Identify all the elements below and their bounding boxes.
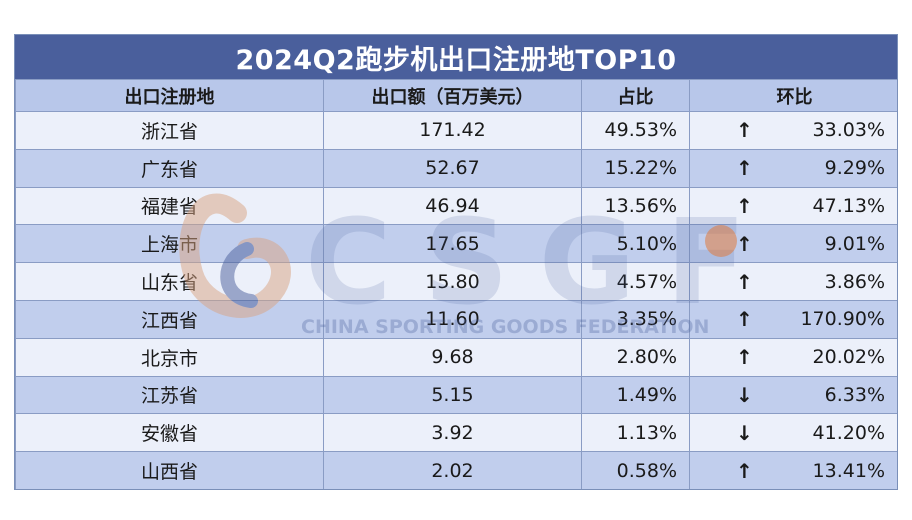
cell-export-value: 46.94 [323, 186, 582, 226]
table-row: 江苏省 5.15 1.49% ↓ 6.33% [15, 375, 897, 415]
cell-share: 5.10% [581, 224, 690, 264]
cell-region: 上海市 [15, 224, 324, 264]
cell-change: ↑ 170.90% [689, 299, 897, 339]
cell-region: 北京市 [15, 337, 324, 377]
change-value: 13.41% [812, 459, 885, 482]
cell-region: 山西省 [15, 451, 324, 489]
cell-region: 山东省 [15, 262, 324, 301]
cell-share: 1.49% [581, 375, 690, 415]
table-row: 福建省 46.94 13.56% ↑ 47.13% [15, 186, 897, 226]
cell-share: 49.53% [581, 111, 690, 150]
change-value: 20.02% [812, 346, 885, 369]
cell-change: ↑ 3.86% [689, 262, 897, 301]
cell-export-value: 11.60 [323, 299, 582, 339]
cell-share: 2.80% [581, 337, 690, 377]
table-row: 浙江省 171.42 49.53% ↑ 33.03% [15, 111, 897, 150]
arrow-up-icon: ↑ [736, 345, 753, 370]
cell-region: 福建省 [15, 186, 324, 226]
cell-region: 江苏省 [15, 375, 324, 415]
cell-export-value: 5.15 [323, 375, 582, 415]
header-region: 出口注册地 [15, 79, 324, 112]
arrow-up-icon: ↑ [736, 156, 753, 181]
change-value: 6.33% [824, 383, 885, 406]
cell-share: 1.13% [581, 413, 690, 453]
cell-change: ↑ 9.29% [689, 148, 897, 188]
arrow-up-icon: ↑ [736, 193, 753, 218]
table-row: 上海市 17.65 5.10% ↑ 9.01% [15, 224, 897, 264]
table-body: 浙江省 171.42 49.53% ↑ 33.03% 广东省 52.67 15.22% ↑ 9.2… [15, 111, 897, 489]
arrow-up-icon: ↑ [736, 307, 753, 332]
table-row: 广东省 52.67 15.22% ↑ 9.29% [15, 148, 897, 188]
cell-change: ↑ 13.41% [689, 451, 897, 489]
cell-export-value: 9.68 [323, 337, 582, 377]
cell-share: 13.56% [581, 186, 690, 226]
cell-region: 广东省 [15, 148, 324, 188]
header-change: 环比 [689, 79, 897, 112]
arrow-up-icon: ↑ [736, 269, 753, 294]
cell-export-value: 52.67 [323, 148, 582, 188]
cell-share: 4.57% [581, 262, 690, 301]
table-row: 安徽省 3.92 1.13% ↓ 41.20% [15, 413, 897, 453]
table-title: 2024Q2跑步机出口注册地TOP10 [15, 35, 897, 79]
table-row: 山西省 2.02 0.58% ↑ 13.41% [15, 451, 897, 489]
table-row: 江西省 11.60 3.35% ↑ 170.90% [15, 299, 897, 339]
change-value: 9.01% [824, 232, 885, 255]
arrow-up-icon: ↑ [736, 458, 753, 483]
cell-region: 浙江省 [15, 111, 324, 150]
cell-change: ↓ 41.20% [689, 413, 897, 453]
change-value: 9.29% [824, 157, 885, 180]
cell-export-value: 171.42 [323, 111, 582, 150]
cell-region: 安徽省 [15, 413, 324, 453]
cell-share: 15.22% [581, 148, 690, 188]
header-row: 出口注册地 出口额（百万美元） 占比 环比 [15, 79, 897, 112]
cell-export-value: 3.92 [323, 413, 582, 453]
table-row: 山东省 15.80 4.57% ↑ 3.86% [15, 262, 897, 301]
arrow-up-icon: ↑ [736, 118, 753, 143]
cell-share: 3.35% [581, 299, 690, 339]
cell-change: ↓ 6.33% [689, 375, 897, 415]
change-value: 33.03% [812, 119, 885, 142]
arrow-up-icon: ↑ [736, 231, 753, 256]
arrow-down-icon: ↓ [736, 420, 753, 445]
export-table-card: 2024Q2跑步机出口注册地TOP10 出口注册地 出口额（百万美元） 占比 环… [14, 34, 898, 490]
cell-export-value: 17.65 [323, 224, 582, 264]
cell-change: ↑ 20.02% [689, 337, 897, 377]
cell-region: 江西省 [15, 299, 324, 339]
export-table: 出口注册地 出口额（百万美元） 占比 环比 浙江省 171.42 49.53% ↑ 33… [15, 79, 897, 489]
header-share: 占比 [581, 79, 690, 112]
cell-share: 0.58% [581, 451, 690, 489]
cell-change: ↑ 9.01% [689, 224, 897, 264]
arrow-down-icon: ↓ [736, 382, 753, 407]
cell-change: ↑ 33.03% [689, 111, 897, 150]
change-value: 170.90% [800, 308, 885, 331]
change-value: 41.20% [812, 421, 885, 444]
cell-export-value: 15.80 [323, 262, 582, 301]
change-value: 47.13% [812, 194, 885, 217]
header-export-value: 出口额（百万美元） [323, 79, 582, 112]
table-row: 北京市 9.68 2.80% ↑ 20.02% [15, 337, 897, 377]
cell-change: ↑ 47.13% [689, 186, 897, 226]
change-value: 3.86% [824, 270, 885, 293]
cell-export-value: 2.02 [323, 451, 582, 489]
